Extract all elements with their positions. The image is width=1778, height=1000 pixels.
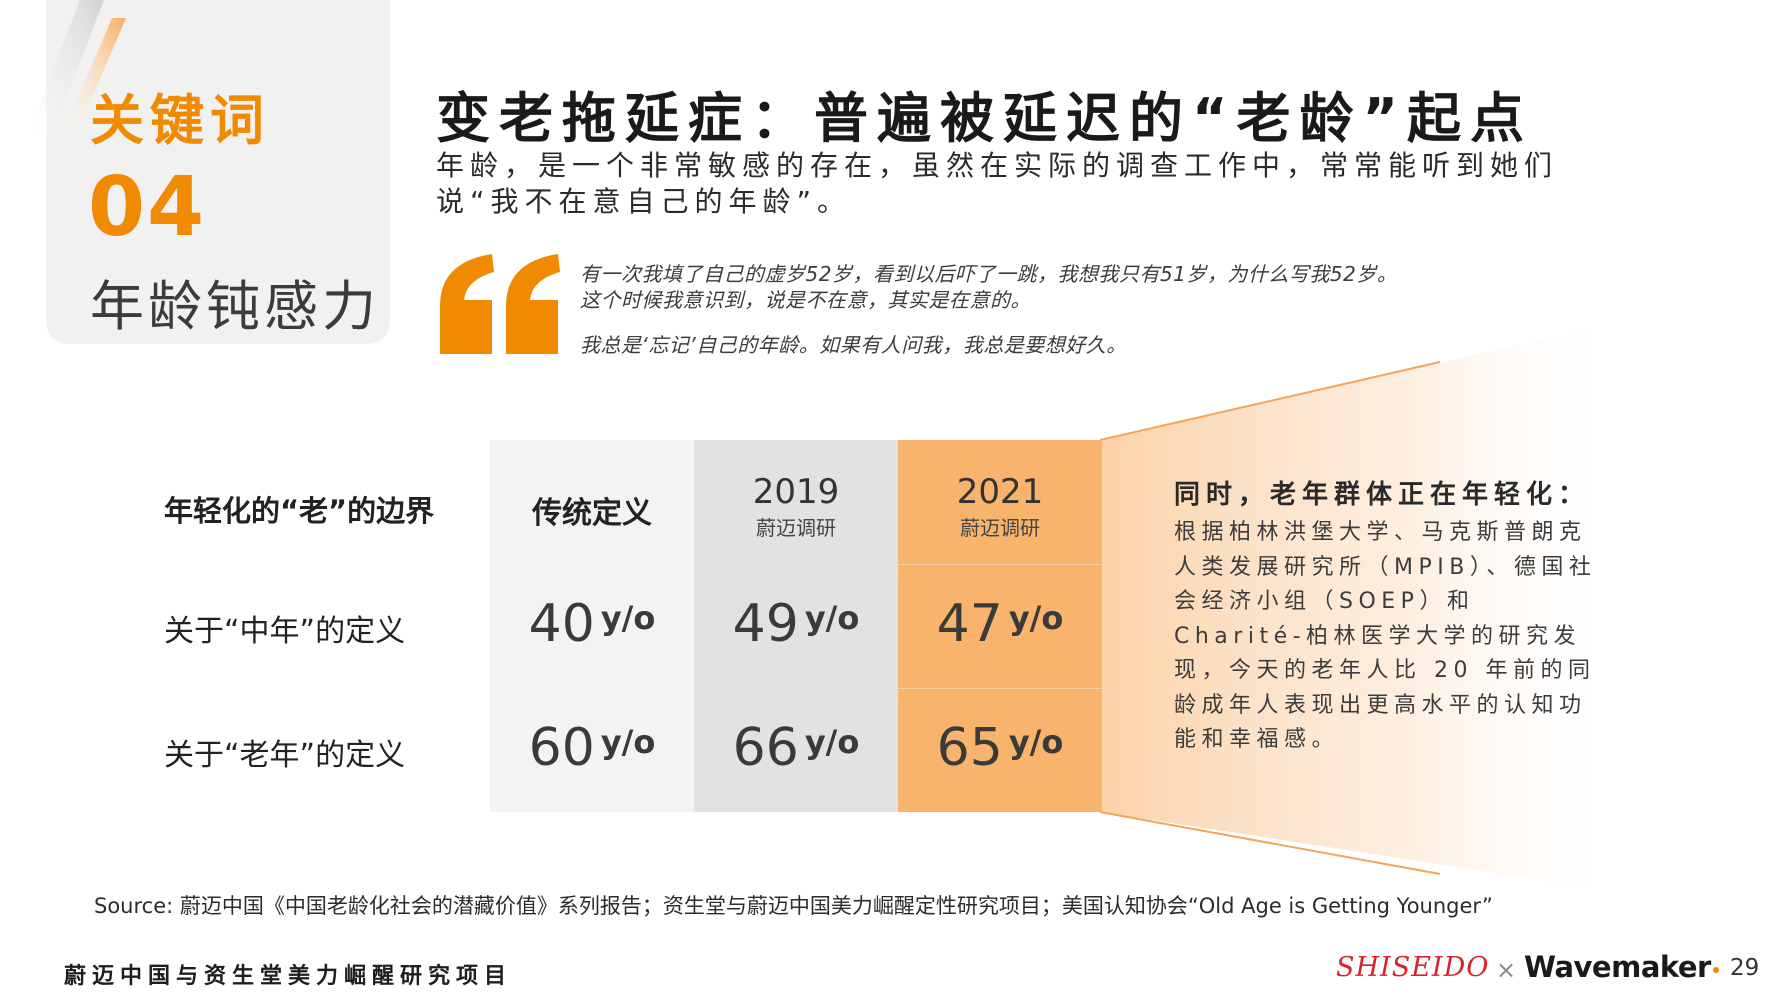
row-divider <box>898 564 1102 565</box>
cell-old-2019: 66 y/o <box>732 718 860 778</box>
side-title: 同时，老年群体正在年轻化： <box>1174 480 1591 510</box>
keyword-label: 关键词 <box>90 89 270 152</box>
decorative-stripes <box>26 0 126 140</box>
wavemaker-logo: Wavemaker <box>1524 950 1719 984</box>
quote-line-2: 这个时候我意识到，说是不在意，其实是在意的。 <box>580 288 1031 312</box>
header-traditional: 传统定义 <box>532 496 652 531</box>
header-2021-sub: 蔚迈调研 <box>960 516 1040 540</box>
table-header-label: 年轻化的“老”的边界 <box>164 494 435 528</box>
row-divider <box>898 688 1102 689</box>
header-2019-sub: 蔚迈调研 <box>756 516 836 540</box>
intro-text: 年龄，是一个非常敏感的存在，虽然在实际的调查工作中，常常能听到她们说“我不在意自… <box>436 149 1559 218</box>
shiseido-logo: SHISEIDO <box>1336 952 1490 983</box>
quote-line-3: 我总是‘忘记’自己的年龄。如果有人问我，我总是要想好久。 <box>580 333 1127 357</box>
page-number: 29 <box>1730 955 1760 981</box>
source-note: Source: 蔚迈中国《中国老龄化社会的潜藏价值》系列报告；资生堂与蔚迈中国美… <box>94 894 1493 918</box>
logo-separator: × <box>1496 956 1517 984</box>
quote-mark-icon <box>440 254 560 354</box>
cell-middle-2021: 47 y/o <box>936 594 1064 654</box>
cell-old-traditional: 60 y/o <box>528 718 656 778</box>
cell-middle-traditional: 40 y/o <box>528 594 656 654</box>
footer-project-name: 蔚迈中国与资生堂美力崛醒研究项目 <box>64 964 513 989</box>
quote-line-1: 有一次我填了自己的虚岁52岁，看到以后吓了一跳，我想我只有51岁，为什么写我52… <box>580 262 1398 286</box>
cell-old-2021: 65 y/o <box>936 718 1064 778</box>
header-2019-year: 2019 <box>752 472 840 512</box>
cell-middle-2019: 49 y/o <box>732 594 860 654</box>
column-2021 <box>898 440 1102 812</box>
highlight-cone <box>1100 322 1620 892</box>
side-body: 根据柏林洪堡大学、马克斯普朗克人类发展研究所（MPIB）、德国社会经济小组（SO… <box>1174 520 1597 752</box>
keyword-subtitle: 年龄钝感力 <box>90 275 380 338</box>
keyword-number: 04 <box>88 160 207 255</box>
header-2021-year: 2021 <box>956 472 1044 512</box>
column-traditional <box>490 440 694 812</box>
page-title: 变老拖延症：普遍被延迟的“老龄”起点 <box>436 87 1533 150</box>
row-label-middle-age: 关于“中年”的定义 <box>164 614 406 649</box>
row-label-old-age: 关于“老年”的定义 <box>164 738 406 773</box>
column-2019 <box>694 440 898 812</box>
